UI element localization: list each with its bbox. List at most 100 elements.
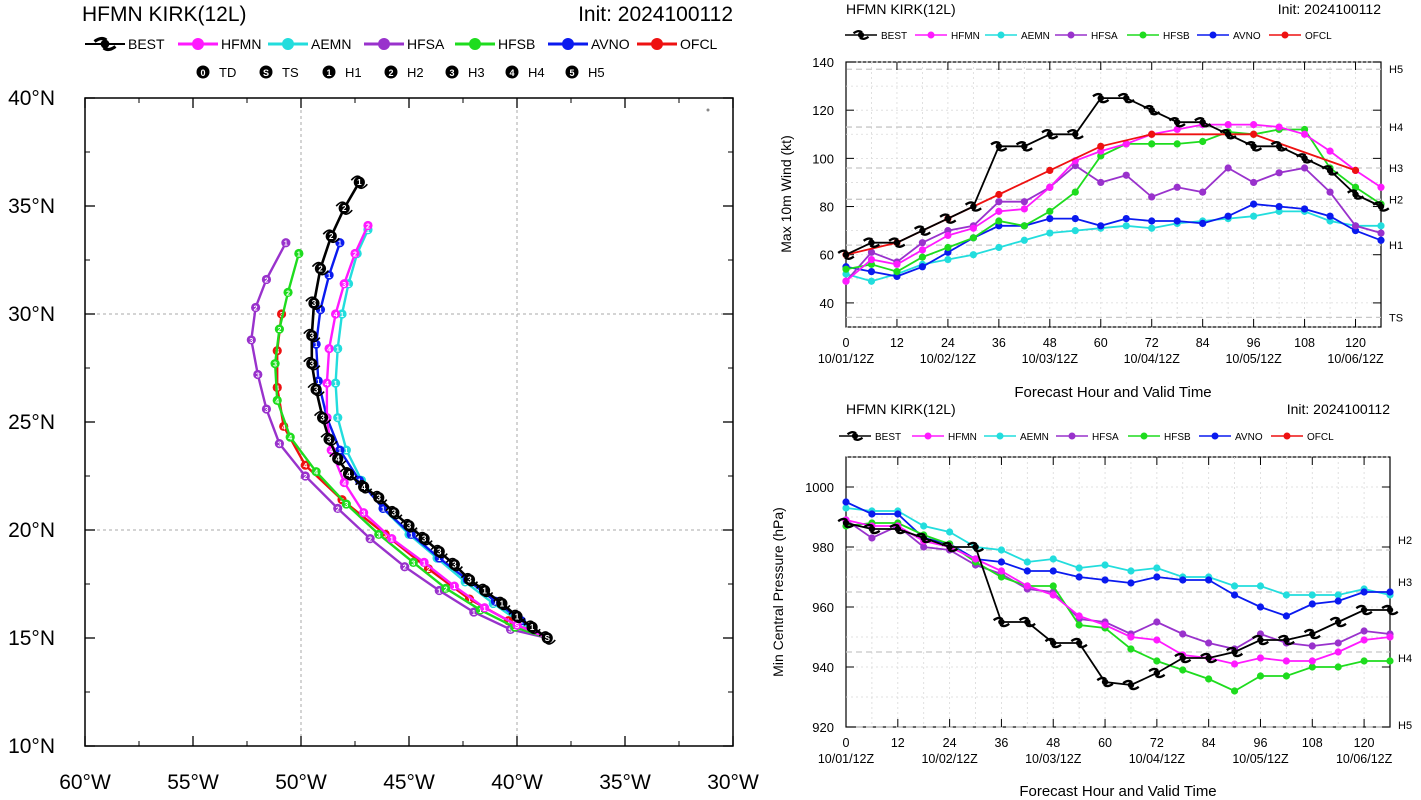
hurricane-arm: [1103, 682, 1114, 688]
intensity-label: H3: [468, 65, 485, 80]
track-point-hfmn: [387, 534, 397, 544]
hurricane-arm: [1066, 129, 1078, 134]
series-line-hfsb: [845, 128, 1382, 273]
intensity-item-td: 0 TD: [196, 65, 236, 80]
series-point-hfsb: [1386, 657, 1394, 665]
hurricane-arm: [859, 35, 870, 41]
hurricane-marker: [1122, 679, 1140, 691]
hurricane-arm: [1174, 652, 1185, 658]
y-tick-label: 980: [812, 540, 834, 555]
track-point-label: S: [508, 627, 513, 634]
hurricane-core: [1024, 618, 1031, 626]
legend-item-hfsb: HFSB: [455, 36, 535, 52]
series-point-hfsb: [893, 267, 901, 276]
track-point-best: [342, 468, 355, 480]
hurricane-arm: [1124, 98, 1135, 104]
legend-label: OFCL: [680, 36, 718, 52]
track-point-label: 2: [426, 567, 430, 574]
track-point-hfsa: [253, 369, 263, 380]
track-y-tick-label: 15°N: [8, 627, 55, 650]
hurricane-marker: [939, 213, 957, 224]
intensity-item-h4: 4 H4: [505, 65, 545, 80]
series-point-aemn: [1230, 582, 1239, 590]
hurricane-core: [1123, 94, 1130, 102]
series-point-hfsb: [1148, 140, 1156, 148]
hurricane-core: [100, 39, 110, 49]
series-point-hfmn: [1300, 130, 1309, 138]
track-point-label: S: [515, 623, 520, 630]
series-point-avno: [1300, 205, 1309, 213]
track-point-label: 3: [320, 414, 325, 423]
y-tick-label: 1000: [805, 480, 834, 495]
legend-item-aemn: AEMN: [268, 36, 351, 52]
track-point-best: [479, 584, 491, 597]
legend-item-ofcl: OFCL: [1271, 432, 1334, 443]
x-tick-label: 24: [943, 736, 957, 750]
hurricane-arm: [1303, 628, 1315, 634]
y-tick-label: 100: [812, 151, 834, 166]
hurricane-marker: [990, 141, 1008, 152]
track-point-hfsb: [274, 324, 284, 334]
hurricane-arm: [1122, 679, 1133, 685]
series-line-hfsb: [845, 522, 1390, 693]
series-point-aemn: [995, 243, 1003, 252]
series-point-hfmn: [995, 207, 1003, 215]
hurricane-arm: [1355, 604, 1366, 610]
series-point-hfsb: [1199, 137, 1207, 146]
series-point-hfmn: [867, 255, 876, 264]
track-point-hfsa: [246, 335, 256, 345]
hurricane-arm: [853, 436, 864, 442]
track-title: HFMN KIRK(12L): [82, 3, 247, 26]
series-point-hfmn: [842, 277, 850, 285]
series-point-avno: [1046, 214, 1054, 223]
track-point-label: 4: [334, 312, 338, 319]
hurricane-arm: [1041, 129, 1052, 134]
series-point-avno: [1075, 573, 1083, 581]
hurricane-marker: [1092, 92, 1110, 104]
track-line-hfsa: [250, 242, 548, 640]
series-point-avno: [1173, 217, 1181, 225]
y-tick-label: 940: [812, 660, 834, 675]
hurricane-marker: [1270, 141, 1288, 152]
legend-item-best: BEST: [845, 29, 907, 42]
x-date-label: 10/05/12Z: [1225, 352, 1282, 366]
series-point-hfmn: [1230, 660, 1239, 668]
hurricane-arm: [1379, 207, 1390, 212]
x-tick-label: 72: [1150, 736, 1164, 750]
track-point-label: 1: [336, 347, 340, 354]
track-point-label: 3: [273, 362, 277, 369]
legend-label: HFSB: [1164, 432, 1191, 443]
track-point-label: 1: [336, 416, 340, 423]
track-legend: BEST HFMN AEMN HFSA HFSB AVNO OFCL: [85, 36, 718, 52]
hurricane-core: [1148, 106, 1155, 114]
legend-marker: [469, 38, 481, 50]
wind-plot-frame: [845, 61, 1382, 328]
series-point-ofcl: [995, 190, 1003, 199]
track-point-label: 3: [377, 494, 382, 503]
series-point-hfmn: [918, 246, 927, 254]
series-point-aemn: [920, 522, 928, 530]
track-series: S1123444433SS1122223333221S1123334443221…: [246, 175, 556, 645]
pressure-panel: HFMN KIRK(12L) Init: 2024100112 BEST HFMN…: [770, 401, 1412, 800]
pres-xlabel: Forecast Hour and Valid Time: [1019, 783, 1216, 800]
series-aemn: [842, 207, 1385, 285]
series-point-aemn: [1148, 224, 1156, 232]
hurricane-core: [1250, 143, 1257, 150]
track-point-label: 1: [340, 312, 344, 319]
legend-label: AVNO: [1235, 432, 1263, 443]
legend-item-avno: AVNO: [548, 36, 630, 52]
hurricane-core: [920, 534, 927, 542]
track-x-tick-label: 60°W: [59, 771, 111, 794]
hurricane-arm: [837, 517, 848, 523]
track-point-best: [353, 176, 365, 188]
x-date-label: 10/03/12Z: [1025, 752, 1082, 766]
wind-panel: HFMN KIRK(12L) Init: 2024100112 BEST HFMN…: [778, 1, 1403, 401]
hurricane-arm: [1180, 658, 1192, 664]
track-point-best: [448, 558, 460, 571]
intensity-label: H4: [528, 65, 545, 80]
hurricane-core: [1326, 167, 1334, 174]
track-x-tick-label: 35°W: [599, 771, 651, 794]
hurricane-arm: [921, 538, 933, 544]
track-point-label: 4: [325, 381, 329, 388]
hurricane-marker: [1148, 667, 1166, 679]
